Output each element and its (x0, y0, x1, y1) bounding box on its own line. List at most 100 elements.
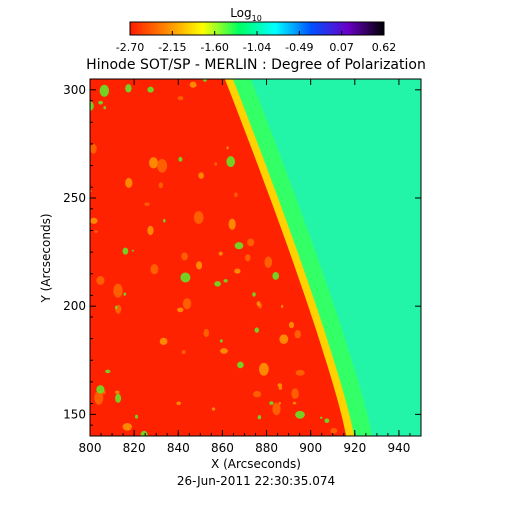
x-axis-label: X (Arcseconds) (211, 457, 301, 471)
plage-feature (237, 361, 244, 369)
colorbar-tick-label: 0.62 (372, 41, 397, 54)
plage-feature (177, 96, 184, 101)
plage-feature (264, 256, 273, 268)
plage-feature (177, 307, 184, 313)
plage-feature (113, 283, 123, 298)
plage-feature (252, 292, 256, 297)
plot-area (90, 79, 421, 436)
chart-title: Hinode SOT/SP - MERLIN : Degree of Polar… (86, 57, 426, 73)
plage-feature (203, 328, 210, 338)
y-axis: 150 200 250 300 (63, 78, 421, 426)
x-tick-label: 900 (299, 441, 322, 455)
plage-feature (150, 264, 159, 275)
plage-feature (94, 390, 104, 405)
colorbar-ticks: -2.70 -2.15 -1.60 -1.04 -0.49 0.07 0.62 (116, 31, 396, 54)
plage-feature (149, 157, 158, 169)
plage-feature (295, 369, 305, 376)
x-tick-label: 880 (255, 441, 278, 455)
plage-feature (281, 304, 284, 309)
plage-feature (324, 418, 330, 424)
plage-feature (214, 281, 221, 287)
x-tick-label: 840 (167, 441, 190, 455)
plage-feature (226, 146, 229, 150)
plage-feature (269, 401, 274, 405)
plage-feature (115, 390, 120, 394)
y-tick-label: 250 (63, 191, 86, 205)
plage-feature (189, 81, 197, 88)
plage-feature (202, 79, 208, 82)
plage-feature (193, 211, 204, 224)
y-axis-label: Y (Arcseconds) (39, 213, 53, 303)
plage-feature (176, 401, 181, 406)
plage-feature (159, 337, 168, 345)
plage-feature (320, 416, 323, 419)
x-tick-label: 940 (387, 441, 410, 455)
plage-feature (122, 247, 129, 255)
plage-feature (125, 84, 132, 93)
plage-feature (123, 292, 127, 296)
x-tick-label: 820 (123, 441, 146, 455)
plage-feature (288, 321, 295, 329)
plage-feature (180, 272, 191, 283)
plage-feature (247, 238, 255, 247)
plage-feature (198, 172, 204, 179)
plage-feature (259, 362, 269, 376)
x-tick-label: 860 (211, 441, 234, 455)
plage-feature (90, 217, 98, 224)
x-tick-label: 800 (79, 441, 102, 455)
plage-feature (292, 401, 297, 405)
plage-feature (223, 279, 228, 283)
plage-feature (226, 156, 235, 168)
y-tick-label: 300 (63, 83, 86, 97)
plage-feature (94, 230, 98, 234)
timestamp-footer: 26-Jun-2011 22:30:35.074 (177, 474, 335, 488)
plage-feature (277, 383, 283, 387)
plage-feature (105, 369, 111, 374)
plage-feature (330, 428, 338, 434)
plage-feature (196, 261, 203, 270)
plage-feature (272, 272, 280, 280)
colorbar-tick-label: -1.04 (243, 41, 271, 54)
plage-feature (90, 101, 94, 111)
plage-feature (234, 268, 241, 274)
colorbar-tick-label: -0.49 (285, 41, 313, 54)
plage-feature (272, 402, 281, 416)
plage-feature (253, 390, 262, 398)
plage-feature (96, 385, 105, 394)
plage-feature (158, 182, 163, 189)
plage-feature (147, 225, 154, 236)
plage-feature (147, 86, 154, 93)
plage-feature (157, 159, 168, 173)
colorbar-tick-label: -2.70 (116, 41, 144, 54)
colorbar-label: Log10 (230, 6, 262, 23)
plage-feature (294, 330, 301, 339)
colorbar-tick-label: 0.07 (329, 41, 354, 54)
colorbar-tick-label: -1.60 (200, 41, 228, 54)
plage-feature (295, 410, 305, 419)
plage-features (90, 79, 338, 436)
plage-feature (115, 305, 118, 310)
plage-feature (135, 414, 138, 419)
plage-feature (245, 254, 251, 262)
plage-feature (278, 401, 281, 405)
plage-feature (234, 192, 238, 198)
plage-feature (125, 177, 133, 188)
colorbar-tick-label: -2.15 (158, 41, 186, 54)
plage-feature (254, 327, 259, 333)
plage-feature (98, 100, 103, 105)
y-tick-label: 200 (63, 299, 86, 313)
plage-feature (219, 339, 223, 343)
plage-feature (99, 84, 110, 97)
plage-feature (278, 386, 283, 390)
plage-feature (291, 388, 299, 400)
x-axis: 800 820 840 860 880 900 920 940 (79, 79, 422, 455)
plage-feature (279, 334, 289, 345)
plage-feature (144, 202, 150, 206)
plage-feature (131, 249, 135, 252)
plage-feature (181, 252, 188, 261)
plage-feature (220, 348, 228, 354)
plage-feature (140, 430, 148, 436)
plage-feature (115, 393, 122, 403)
plage-feature (218, 251, 223, 256)
y-tick-label: 150 (63, 407, 86, 421)
